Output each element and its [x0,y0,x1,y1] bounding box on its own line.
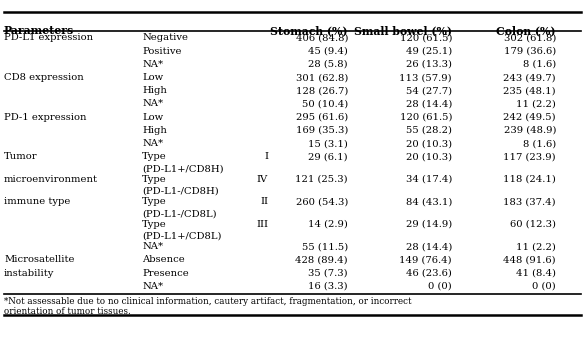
Text: IV: IV [257,175,268,184]
Text: 29 (6.1): 29 (6.1) [308,152,348,161]
Text: Absence: Absence [142,256,185,265]
Text: 239 (48.9): 239 (48.9) [504,126,556,135]
Text: 11 (2.2): 11 (2.2) [516,242,556,251]
Text: 45 (9.4): 45 (9.4) [308,47,348,56]
Text: immune type: immune type [4,197,70,206]
Text: 84 (43.1): 84 (43.1) [405,197,452,206]
Text: Colon (%): Colon (%) [497,25,556,36]
Text: Parameters: Parameters [4,25,74,36]
Text: 406 (84.8): 406 (84.8) [295,34,348,42]
Text: 113 (57.9): 113 (57.9) [400,73,452,82]
Text: 28 (14.4): 28 (14.4) [405,99,452,108]
Text: 0 (0): 0 (0) [532,282,556,291]
Text: High: High [142,86,167,95]
Text: 8 (1.6): 8 (1.6) [523,60,556,69]
Text: 54 (27.7): 54 (27.7) [406,86,452,95]
Text: 55 (11.5): 55 (11.5) [302,242,348,251]
Text: 50 (10.4): 50 (10.4) [302,99,348,108]
Text: 448 (91.6): 448 (91.6) [503,256,556,265]
Text: 169 (35.3): 169 (35.3) [295,126,348,135]
Text: PD-1 expression: PD-1 expression [4,113,87,122]
Text: 301 (62.8): 301 (62.8) [295,73,348,82]
Text: 149 (76.4): 149 (76.4) [400,256,452,265]
Text: 260 (54.3): 260 (54.3) [295,197,348,206]
Text: III: III [256,220,268,229]
Text: Stomach (%): Stomach (%) [270,25,348,36]
Text: Small bowel (%): Small bowel (%) [354,25,452,36]
Text: 117 (23.9): 117 (23.9) [503,152,556,161]
Text: NA*: NA* [142,60,163,69]
Text: 55 (28.2): 55 (28.2) [406,126,452,135]
Text: 295 (61.6): 295 (61.6) [296,113,348,122]
Text: 183 (37.4): 183 (37.4) [503,197,556,206]
Text: 14 (2.9): 14 (2.9) [308,220,348,229]
Text: 49 (25.1): 49 (25.1) [406,47,452,56]
Text: I: I [264,152,268,161]
Text: CD8 expression: CD8 expression [4,73,84,82]
Text: 242 (49.5): 242 (49.5) [503,113,556,122]
Text: 179 (36.6): 179 (36.6) [504,47,556,56]
Text: 11 (2.2): 11 (2.2) [516,99,556,108]
Text: 302 (61.8): 302 (61.8) [504,34,556,42]
Text: 20 (10.3): 20 (10.3) [406,139,452,148]
Text: 28 (5.8): 28 (5.8) [308,60,348,69]
Text: (PD-L1-/CD8H): (PD-L1-/CD8H) [142,187,219,196]
Text: 16 (3.3): 16 (3.3) [308,282,348,291]
Text: Type: Type [142,197,167,206]
Text: 243 (49.7): 243 (49.7) [503,73,556,82]
Text: 0 (0): 0 (0) [428,282,452,291]
Text: 118 (24.1): 118 (24.1) [503,175,556,184]
Text: instability: instability [4,269,54,278]
Text: 60 (12.3): 60 (12.3) [510,220,556,229]
Text: Low: Low [142,113,163,122]
Text: Type: Type [142,220,167,229]
Text: 20 (10.3): 20 (10.3) [406,152,452,161]
Text: 29 (14.9): 29 (14.9) [406,220,452,229]
Text: 235 (48.1): 235 (48.1) [503,86,556,95]
Text: 120 (61.5): 120 (61.5) [400,34,452,42]
Text: NA*: NA* [142,282,163,291]
Text: (PD-L1-/CD8L): (PD-L1-/CD8L) [142,210,216,218]
Text: High: High [142,126,167,135]
Text: NA*: NA* [142,139,163,148]
Text: Microsatellite: Microsatellite [4,256,74,265]
Text: Type: Type [142,152,167,161]
Text: 26 (13.3): 26 (13.3) [406,60,452,69]
Text: Negative: Negative [142,34,188,42]
Text: NA*: NA* [142,99,163,108]
Text: *Not assessable due to no clinical information, cautery artifact, fragmentation,: *Not assessable due to no clinical infor… [4,297,411,306]
Text: 41 (8.4): 41 (8.4) [516,269,556,278]
Text: 120 (61.5): 120 (61.5) [400,113,452,122]
Text: 28 (14.4): 28 (14.4) [405,242,452,251]
Text: Low: Low [142,73,163,82]
Text: Positive: Positive [142,47,181,56]
Text: Presence: Presence [142,269,189,278]
Text: PD-L1 expression: PD-L1 expression [4,34,93,42]
Text: 35 (7.3): 35 (7.3) [308,269,348,278]
Text: (PD-L1+/CD8H): (PD-L1+/CD8H) [142,164,223,174]
Text: microenvironment: microenvironment [4,175,98,184]
Text: 46 (23.6): 46 (23.6) [406,269,452,278]
Text: Tumor: Tumor [4,152,37,161]
Text: 428 (89.4): 428 (89.4) [295,256,348,265]
Text: II: II [260,197,268,206]
Text: Type: Type [142,175,167,184]
Text: (PD-L1+/CD8L): (PD-L1+/CD8L) [142,232,222,241]
Text: 15 (3.1): 15 (3.1) [308,139,348,148]
Text: orientation of tumor tissues.: orientation of tumor tissues. [4,307,131,316]
Text: 8 (1.6): 8 (1.6) [523,139,556,148]
Text: 34 (17.4): 34 (17.4) [405,175,452,184]
Text: 128 (26.7): 128 (26.7) [295,86,348,95]
Text: 121 (25.3): 121 (25.3) [295,175,348,184]
Text: NA*: NA* [142,242,163,251]
